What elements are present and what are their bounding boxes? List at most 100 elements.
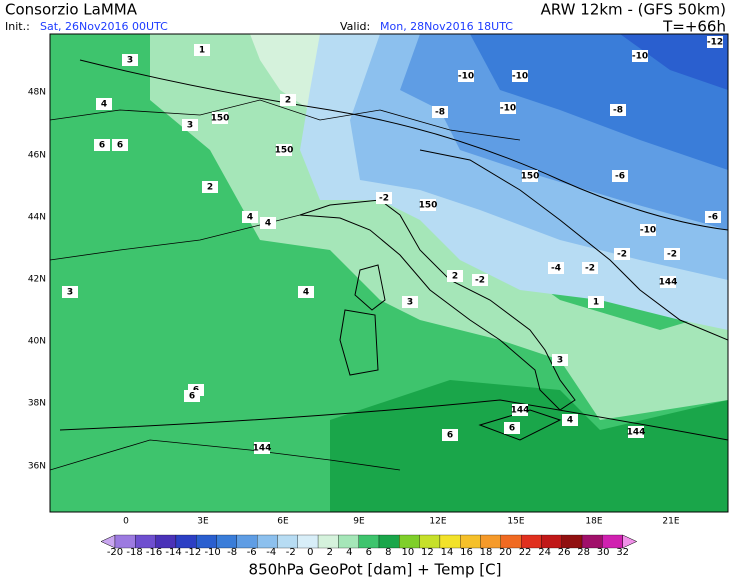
colorbar-tick-label: 10	[402, 547, 415, 558]
contour-label: -10	[632, 52, 648, 62]
contour-label: 4	[101, 100, 107, 110]
contour-label-bg	[705, 211, 721, 223]
contour-label: 2	[207, 183, 213, 193]
contour-label-bg	[707, 36, 723, 48]
contour-label: -6	[615, 172, 625, 182]
colorbar-tick-label: -2	[286, 547, 296, 558]
contour-label-bg	[512, 70, 528, 82]
contour-label-bg	[276, 144, 292, 156]
contour-label-bg	[664, 248, 680, 260]
contour-label-bg	[184, 390, 200, 402]
contour-label: -4	[551, 264, 561, 274]
colorbar-tick-label: -10	[204, 547, 220, 558]
footer-title: 850hPa GeoPot [dam] + Temp [C]	[249, 561, 502, 579]
lon-label: 0	[123, 517, 129, 527]
contour-label-bg	[640, 224, 656, 236]
lon-label: 15E	[507, 517, 524, 527]
colorbar-tick-label: -6	[247, 547, 257, 558]
contour-label-bg	[660, 276, 676, 288]
site-title: Consorzio LaMMA	[5, 1, 138, 19]
contour-label-bg	[548, 262, 564, 274]
contour-label-bg	[62, 286, 78, 298]
map-field	[50, 34, 728, 512]
contour-label: -2	[379, 194, 389, 204]
contour-label-bg	[420, 199, 436, 211]
contour-label: -2	[617, 250, 627, 260]
colorbar-tick-label: 26	[558, 547, 571, 558]
contour-label-bg	[94, 139, 110, 151]
colorbar-tick-label: -12	[185, 547, 201, 558]
contour-label-bg	[614, 248, 630, 260]
contour-label-bg	[298, 286, 314, 298]
colorbar-tick-label: -4	[266, 547, 276, 558]
contour-label-bg	[242, 211, 258, 223]
contour-label: 150	[521, 172, 540, 182]
contour-label-bg	[500, 102, 516, 114]
contour-label: 6	[447, 431, 453, 441]
colorbar-tick-label: -18	[126, 547, 142, 558]
contour-label-bg	[628, 426, 644, 438]
contour-label: -10	[512, 72, 528, 82]
contour-label-bg	[504, 422, 520, 434]
contour-label: -10	[500, 104, 516, 114]
colorbar-tick-label: -16	[146, 547, 162, 558]
map-frame	[49, 33, 729, 513]
contour-label-bg	[202, 181, 218, 193]
contour-label-bg	[122, 54, 138, 66]
contour-label: 150	[275, 146, 294, 156]
contour-label: -8	[613, 106, 623, 116]
contour-label: -10	[640, 226, 656, 236]
colorbar-tick-label: 20	[499, 547, 512, 558]
contour-label: 144	[627, 428, 646, 438]
colorbar-tick-label: 0	[307, 547, 313, 558]
lon-label: 21E	[662, 517, 679, 527]
contour-label: 6	[509, 424, 515, 434]
contour-label-bg	[582, 262, 598, 274]
contour-label-bg	[610, 104, 626, 116]
contour-label: 1	[199, 46, 205, 56]
colorbar-tick-label: 8	[385, 547, 391, 558]
valid-time: Mon, 28Nov2016 18UTC	[380, 20, 513, 33]
contour-label: -10	[458, 72, 474, 82]
colorbar-tick-label: 4	[346, 547, 352, 558]
init-label: Init.:	[5, 20, 30, 33]
lat-label: 44N	[28, 213, 46, 223]
colorbar-tick-label: 16	[460, 547, 473, 558]
contour-label-bg	[562, 414, 578, 426]
contour-label-bg	[182, 119, 198, 131]
contour-label-bg	[112, 139, 128, 151]
contour-label-bg	[458, 70, 474, 82]
lon-label: 6E	[277, 517, 289, 527]
contour-label-bg	[447, 270, 463, 282]
contour-label-bg	[212, 112, 228, 124]
contour-label-bg	[254, 442, 270, 454]
contour-label: 4	[247, 213, 253, 223]
colorbar-tick-label: 18	[480, 547, 493, 558]
contour-label: 3	[127, 56, 133, 66]
colorbar-tick-label: 30	[597, 547, 610, 558]
colorbar-tick-label: -8	[227, 547, 237, 558]
contour-label: 150	[211, 114, 230, 124]
colorbar-end	[622, 534, 638, 549]
lon-label: 18E	[585, 517, 602, 527]
colorbar-tick-label: 6	[366, 547, 372, 558]
colorbar-tick-label: 2	[327, 547, 333, 558]
contour-label-bg	[260, 217, 276, 229]
lat-label: 38N	[28, 399, 46, 409]
lon-label: 12E	[429, 517, 446, 527]
lat-label: 42N	[28, 275, 46, 285]
contour-label: 6	[117, 141, 123, 151]
lon-label: 9E	[353, 517, 365, 527]
colorbar-tick-label: 12	[421, 547, 434, 558]
contour-label-bg	[552, 354, 568, 366]
contour-label-bg	[194, 44, 210, 56]
contour-label: -12	[707, 38, 723, 48]
valid-label: Valid:	[340, 20, 370, 33]
contour-label: 4	[303, 288, 309, 298]
lat-label: 46N	[28, 151, 46, 161]
contour-label: 144	[511, 406, 530, 416]
contour-label: 1	[593, 298, 599, 308]
colorbar-tick-label: 28	[577, 547, 590, 558]
colorbar-tick-label: 14	[441, 547, 454, 558]
